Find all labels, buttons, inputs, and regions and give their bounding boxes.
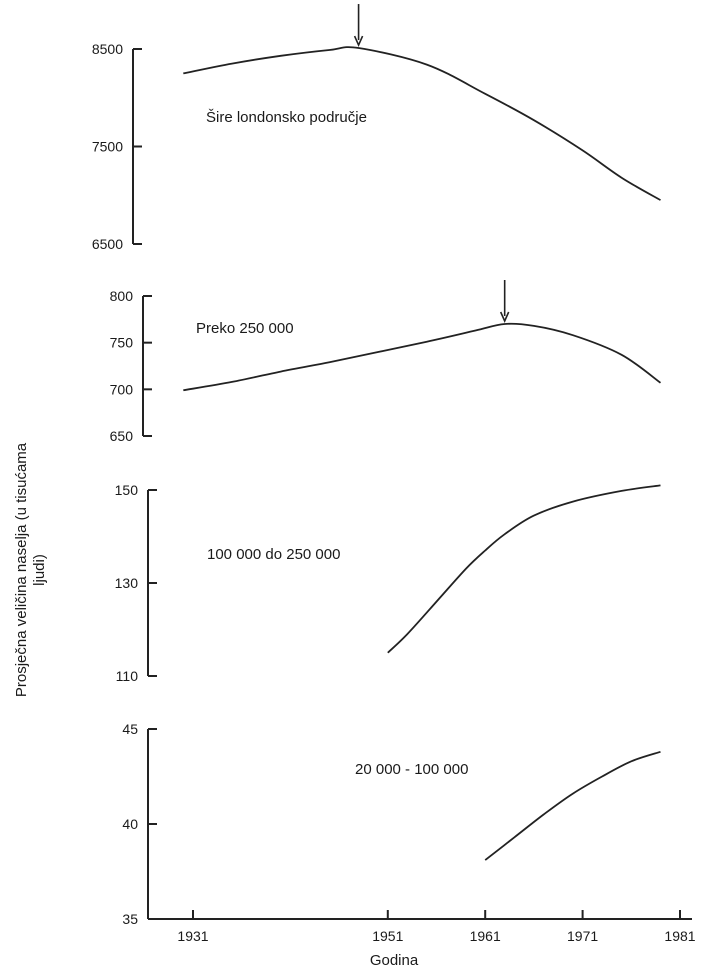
panel-3-y-tick-label: 110 xyxy=(116,668,139,684)
y-axis-title-line-2: ljudi) xyxy=(31,554,48,586)
panel-3-y-tick-label: 130 xyxy=(115,575,139,591)
x-axis: 1931 1951 1961 1971 1981 xyxy=(148,910,696,944)
panels-layer: 8500 7500 6500 800 750 700 650 150 130 110 45 40 35 xyxy=(92,4,662,927)
x-tick-label: 1931 xyxy=(177,928,208,944)
panel-4-series-line xyxy=(484,750,661,861)
panel-1: 8500 7500 6500 xyxy=(92,4,661,252)
panel-label-100000-250000: 100 000 do 250 000 xyxy=(207,546,340,563)
panel-2-y-tick-label: 800 xyxy=(110,288,134,304)
panel-3-y-tick-label: 150 xyxy=(115,482,139,498)
peak-arrow-head xyxy=(499,311,510,323)
peak-arrow-head xyxy=(353,35,364,47)
panel-2-y-tick-label: 700 xyxy=(110,381,134,397)
panel-1-y-tick-label: 8500 xyxy=(92,41,123,57)
panel-2-peak-arrow xyxy=(499,280,510,323)
panel-2-y-tick-label: 750 xyxy=(110,335,134,351)
panel-3: 150 130 110 xyxy=(115,482,661,684)
panel-label-london: Šire londonsko područje xyxy=(206,109,367,126)
y-axis-title: Prosječna veličina naselja (u tisućama l… xyxy=(13,442,48,697)
panel-label-over-250000: Preko 250 000 xyxy=(196,320,294,337)
panel-2-y-tick-label: 650 xyxy=(110,428,134,444)
panel-2: 800 750 700 650 xyxy=(110,280,662,444)
panel-4-y-tick-label: 40 xyxy=(122,816,138,832)
panel-2-series-line xyxy=(183,322,662,392)
x-tick-label: 1961 xyxy=(470,928,501,944)
panel-4-y-tick-label: 45 xyxy=(122,721,138,737)
panel-1-y-tick-label: 7500 xyxy=(92,139,123,155)
panel-label-20000-100000: 20 000 - 100 000 xyxy=(355,761,468,778)
x-tick-label: 1971 xyxy=(567,928,598,944)
x-axis-title: Godina xyxy=(370,952,419,969)
panel-3-series-line xyxy=(387,484,661,654)
panel-4: 45 40 35 xyxy=(122,721,661,927)
panel-1-y-tick-label: 6500 xyxy=(92,236,123,252)
panel-1-series-line xyxy=(183,46,661,201)
panel-4-y-tick-label: 35 xyxy=(122,911,138,927)
x-tick-label: 1951 xyxy=(372,928,403,944)
panel-1-peak-arrow xyxy=(353,4,364,47)
x-tick-label: 1981 xyxy=(664,928,695,944)
y-axis-title-line-1: Prosječna veličina naselja (u tisućama xyxy=(13,442,30,697)
